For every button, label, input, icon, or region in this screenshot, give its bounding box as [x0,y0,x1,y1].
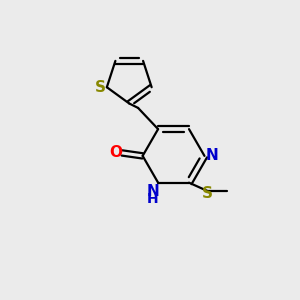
Text: N: N [146,184,159,199]
Text: N: N [205,148,218,164]
Text: H: H [147,192,159,206]
Text: O: O [110,145,123,160]
Text: S: S [202,186,213,201]
Text: S: S [95,80,106,95]
